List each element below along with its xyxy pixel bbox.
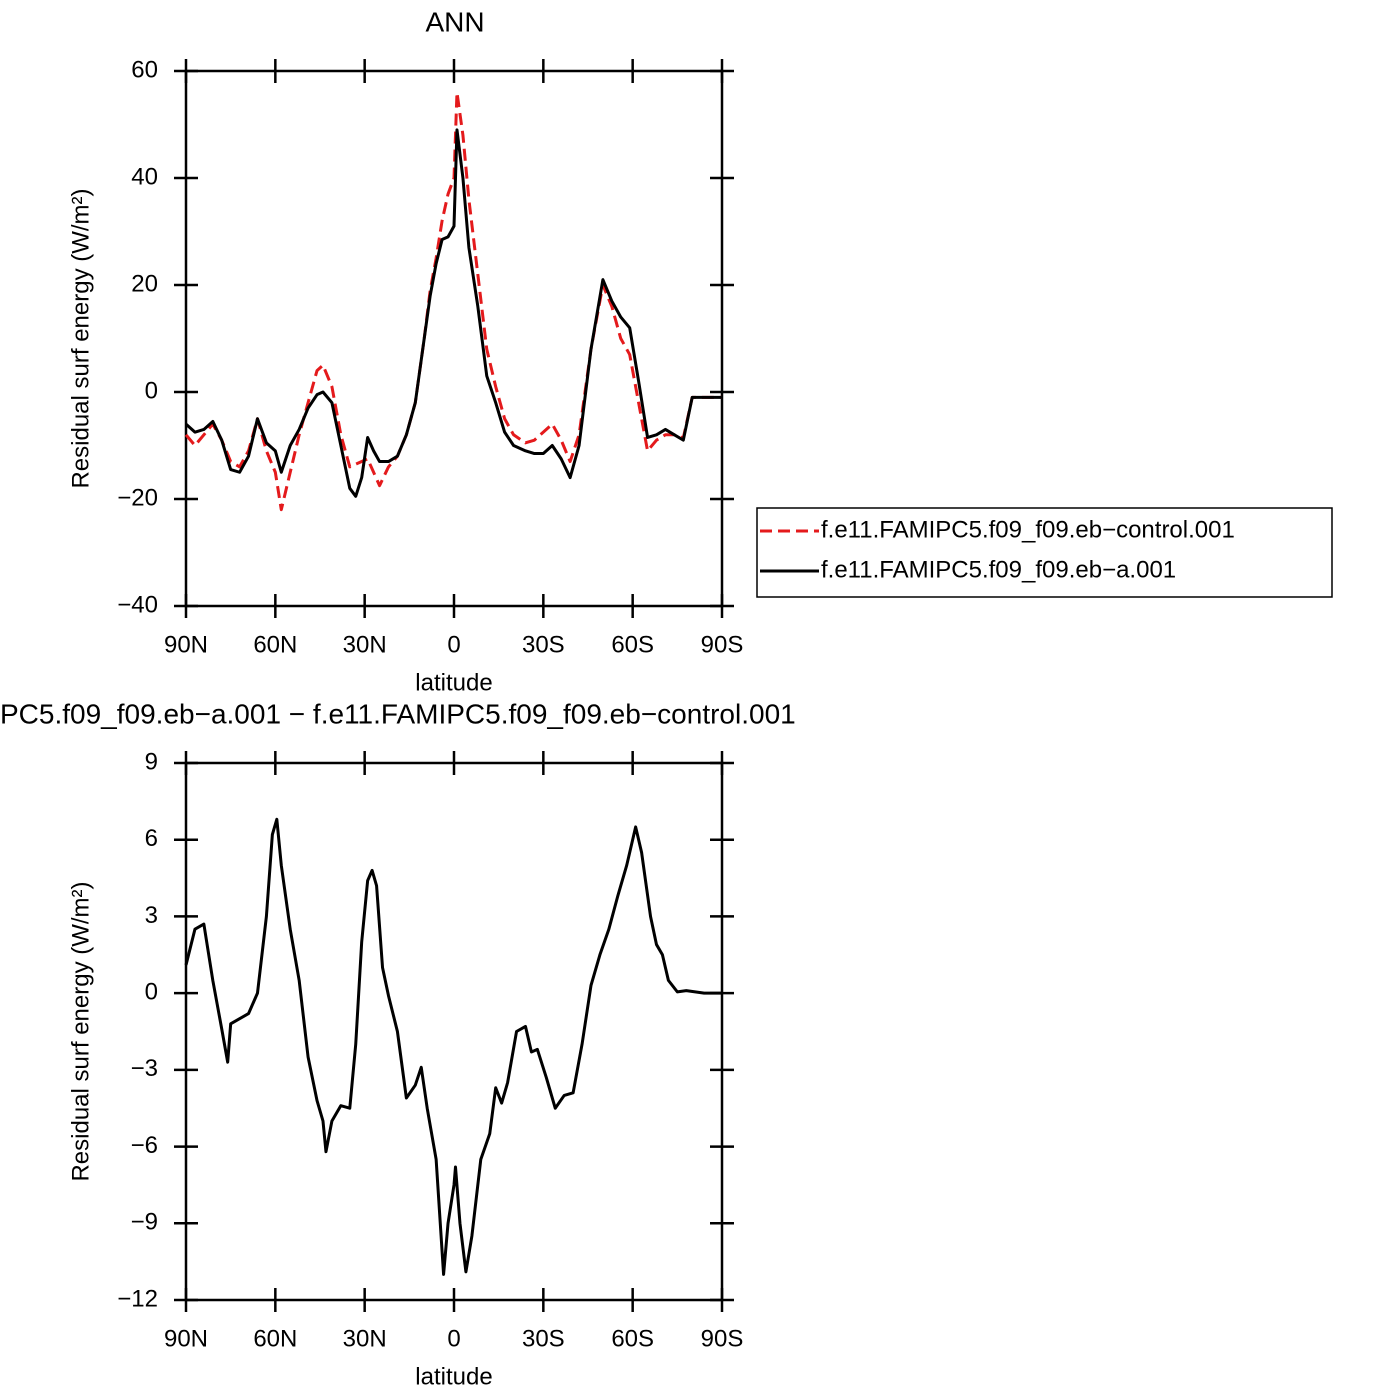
chart-title: PC5.f09_f09.eb−a.001 − f.e11.FAMIPC5.f09… [0,698,796,729]
data-line [184,128,722,498]
y-tick-label: −6 [131,1132,158,1159]
x-tick-label: 60S [611,1325,654,1352]
y-tick-label: −40 [117,591,158,618]
x-axis-label: latitude [415,669,492,696]
y-tick-label: 6 [145,825,158,852]
y-tick-label: 9 [145,748,158,775]
x-tick-label: 30S [522,631,565,658]
y-tick-label: 3 [145,902,158,929]
y-tick-label: −3 [131,1055,158,1082]
x-tick-label: 0 [447,1325,460,1352]
y-tick-label: 0 [145,377,158,404]
x-tick-label: 60N [253,631,297,658]
chart-title: ANN [425,6,484,37]
y-tick-label: 0 [145,978,158,1005]
x-tick-label: 30S [522,1325,565,1352]
data-line [184,817,722,1276]
plot-frame [184,761,724,1302]
y-tick-label: 60 [131,56,158,83]
x-tick-label: 90N [164,1325,208,1352]
y-axis-label: Residual surf energy (W/m²) [67,881,94,1181]
data-line [184,90,722,512]
y-tick-label: 20 [131,270,158,297]
x-tick-label: 30N [343,631,387,658]
legend-box [756,507,1333,598]
legend-label: f.e11.FAMIPC5.f09_f09.eb−a.001 [821,556,1176,583]
y-tick-label: −20 [117,484,158,511]
y-tick-label: −12 [117,1285,158,1312]
x-tick-label: 60S [611,631,654,658]
x-tick-label: 30N [343,1325,387,1352]
y-axis-label: Residual surf energy (W/m²) [67,188,94,488]
legend-label: f.e11.FAMIPC5.f09_f09.eb−control.001 [821,516,1235,543]
x-tick-label: 90S [701,1325,744,1352]
x-tick-label: 0 [447,631,460,658]
x-tick-label: 90N [164,631,208,658]
x-tick-label: 60N [253,1325,297,1352]
x-axis-label: latitude [415,1363,492,1390]
y-tick-label: 40 [131,163,158,190]
y-tick-label: −9 [131,1209,158,1236]
x-tick-label: 90S [701,631,744,658]
